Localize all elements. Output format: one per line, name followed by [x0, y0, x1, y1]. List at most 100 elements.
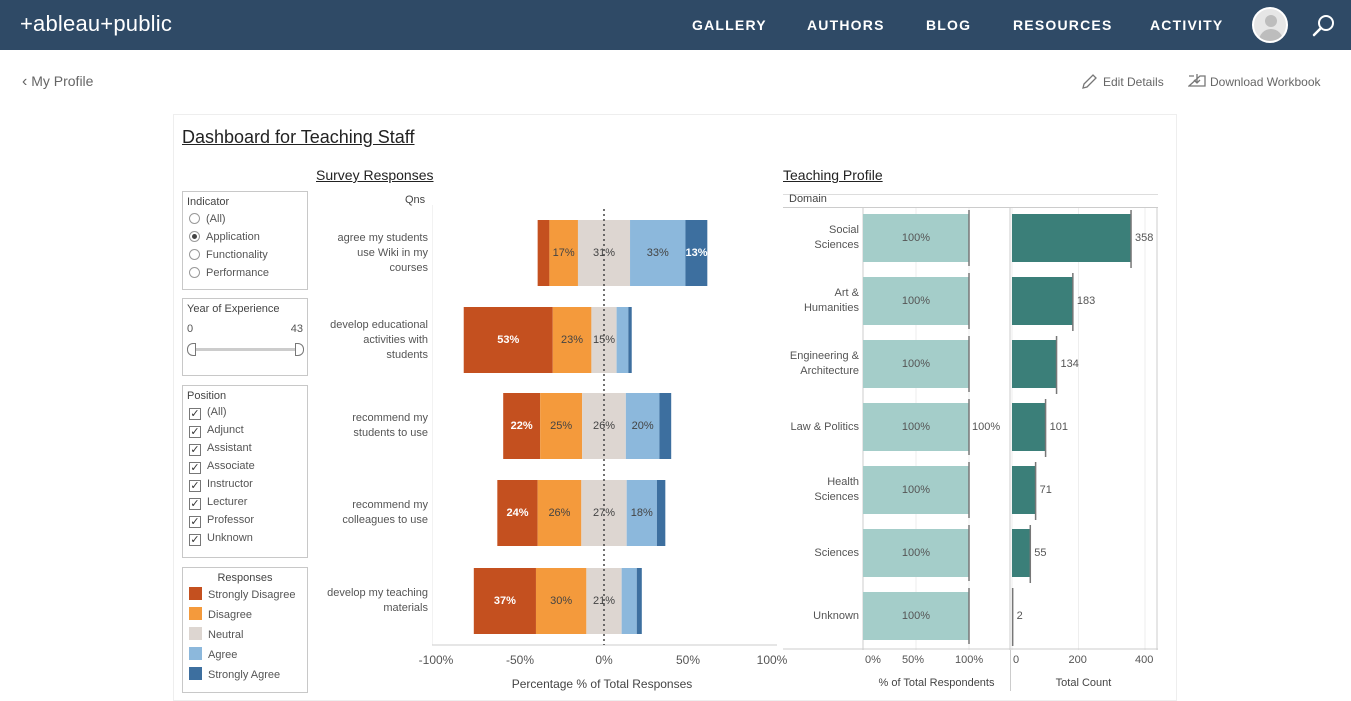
survey-bar-segment[interactable] — [628, 307, 632, 373]
nav-blog[interactable]: BLOG — [926, 17, 972, 33]
survey-segment-label: 21% — [592, 595, 615, 607]
survey-segment-label: 30% — [550, 595, 573, 607]
pct-bar[interactable] — [863, 529, 969, 577]
survey-bar-segment[interactable] — [503, 393, 541, 459]
count-bar[interactable] — [1012, 277, 1073, 325]
survey-bar-segment[interactable] — [630, 220, 686, 286]
survey-bar-segment[interactable] — [636, 568, 642, 634]
nav-authors[interactable]: AUTHORS — [807, 17, 885, 33]
survey-responses-title: Survey Responses — [316, 167, 434, 183]
survey-bar-segment[interactable] — [621, 568, 637, 634]
user-avatar[interactable] — [1252, 7, 1288, 43]
survey-bar-segment[interactable] — [656, 480, 666, 546]
nav-resources[interactable]: RESOURCES — [1013, 17, 1113, 33]
survey-bar-segment[interactable] — [685, 220, 708, 286]
edit-details-button[interactable]: Edit Details — [1081, 74, 1164, 90]
legend-item[interactable]: Strongly Disagree — [189, 587, 295, 601]
pencil-icon — [1082, 74, 1097, 89]
position-option[interactable]: ✓ Lecturer — [189, 496, 247, 510]
pct-x-axis-label: % of Total Respondents — [878, 677, 995, 689]
survey-segment-label: 17% — [552, 247, 575, 259]
survey-bar-segment[interactable] — [616, 307, 629, 373]
count-bar[interactable] — [1012, 529, 1031, 577]
survey-segment-label: 15% — [592, 334, 615, 346]
qns-header: Qns — [405, 194, 426, 206]
responses-legend: Responses Strongly Disagree Disagree Neutr… — [182, 567, 308, 693]
position-option[interactable]: ✓ Adjunct — [189, 424, 244, 438]
pct-bar[interactable] — [863, 592, 969, 640]
position-option[interactable]: ✓ (All) — [189, 406, 227, 420]
domain-label: Unknown — [813, 609, 859, 622]
survey-segment-label: 27% — [592, 507, 615, 519]
legend-item[interactable]: Neutral — [189, 627, 243, 641]
option-label: Lecturer — [207, 496, 248, 508]
domain-label: Engineering & Architecture — [789, 350, 859, 377]
option-label: Assistant — [207, 442, 252, 454]
back-to-profile-link[interactable]: ‹ My Profile — [22, 73, 93, 91]
survey-bar-segment[interactable] — [659, 393, 672, 459]
teaching-profile-title: Teaching Profile — [783, 167, 883, 183]
option-label: Adjunct — [207, 424, 244, 436]
survey-x-tick: -50% — [505, 653, 534, 667]
pct-x-tick: 50% — [902, 654, 925, 666]
indicator-option-functionality[interactable]: Functionality — [189, 249, 268, 261]
legend-item[interactable]: Disagree — [189, 607, 252, 621]
experience-filter-title: Year of Experience — [187, 303, 280, 315]
domain-header-row — [783, 194, 1158, 208]
experience-slider-min-handle[interactable] — [187, 343, 196, 356]
count-bar[interactable] — [1012, 340, 1057, 388]
legend-label: Neutral — [208, 629, 244, 641]
survey-bar-segment[interactable] — [463, 307, 553, 373]
survey-bar-segment[interactable] — [549, 220, 578, 286]
pct-bar[interactable] — [863, 277, 969, 325]
survey-bar-segment[interactable] — [537, 220, 550, 286]
tableau-public-logo[interactable]: +ableau+public — [20, 11, 173, 36]
legend-item[interactable]: Agree — [189, 647, 237, 661]
count-bar[interactable] — [1012, 403, 1046, 451]
pct-x-tick: 0% — [865, 654, 881, 666]
pct-bar[interactable] — [863, 403, 969, 451]
search-icon[interactable] — [1312, 14, 1336, 38]
legend-item[interactable]: Strongly Agree — [189, 667, 280, 681]
pct-bar[interactable] — [863, 340, 969, 388]
pct-bar[interactable] — [863, 214, 969, 262]
survey-bar-segment[interactable] — [626, 480, 657, 546]
survey-bar-segment[interactable] — [537, 480, 582, 546]
survey-bar-segment[interactable] — [535, 568, 587, 634]
indicator-option-performance[interactable]: Performance — [189, 267, 269, 279]
experience-slider-track[interactable] — [191, 348, 299, 351]
survey-bar-segment[interactable] — [552, 307, 592, 373]
indicator-option-all[interactable]: (All) — [189, 213, 226, 225]
survey-bar-segment[interactable] — [625, 393, 660, 459]
experience-slider-max-handle[interactable] — [295, 343, 304, 356]
survey-question-label: develop my teaching materials — [327, 587, 428, 614]
radio-selected-icon — [189, 231, 200, 242]
edit-details-label: Edit Details — [1103, 75, 1164, 89]
checkbox-checked-icon: ✓ — [189, 534, 201, 546]
survey-bar-segment[interactable] — [473, 568, 536, 634]
position-option[interactable]: ✓ Associate — [189, 460, 255, 474]
download-icon — [1187, 74, 1206, 87]
option-label: (All) — [206, 213, 226, 225]
legend-label: Agree — [208, 649, 238, 661]
pct-bar[interactable] — [863, 466, 969, 514]
legend-label: Strongly Disagree — [208, 589, 296, 601]
radio-icon — [189, 213, 200, 224]
position-option[interactable]: ✓ Instructor — [189, 478, 253, 492]
pct-bar-label: 100% — [901, 547, 931, 559]
position-option[interactable]: ✓ Professor — [189, 514, 254, 528]
count-bar[interactable] — [1012, 214, 1132, 262]
indicator-option-application[interactable]: Application — [189, 231, 260, 243]
experience-max: 43 — [290, 323, 303, 335]
domain-label: Social Sciences — [814, 224, 859, 251]
nav-gallery[interactable]: GALLERY — [692, 17, 767, 33]
count-bar[interactable] — [1012, 466, 1036, 514]
nav-activity[interactable]: ACTIVITY — [1150, 17, 1224, 33]
survey-bar-segment[interactable] — [540, 393, 583, 459]
position-option[interactable]: ✓ Unknown — [189, 532, 253, 546]
position-option[interactable]: ✓ Assistant — [189, 442, 252, 456]
legend-label: Disagree — [208, 609, 253, 621]
top-navigation-bar: +ableau+public GALLERY AUTHORS BLOG RESO… — [0, 0, 1351, 50]
download-workbook-button[interactable]: Download Workbook — [1187, 74, 1321, 90]
survey-bar-segment[interactable] — [497, 480, 538, 546]
